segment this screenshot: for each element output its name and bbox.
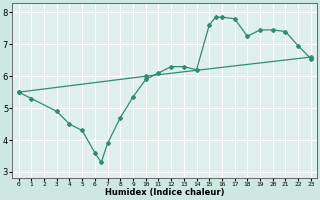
X-axis label: Humidex (Indice chaleur): Humidex (Indice chaleur) [105, 188, 225, 197]
